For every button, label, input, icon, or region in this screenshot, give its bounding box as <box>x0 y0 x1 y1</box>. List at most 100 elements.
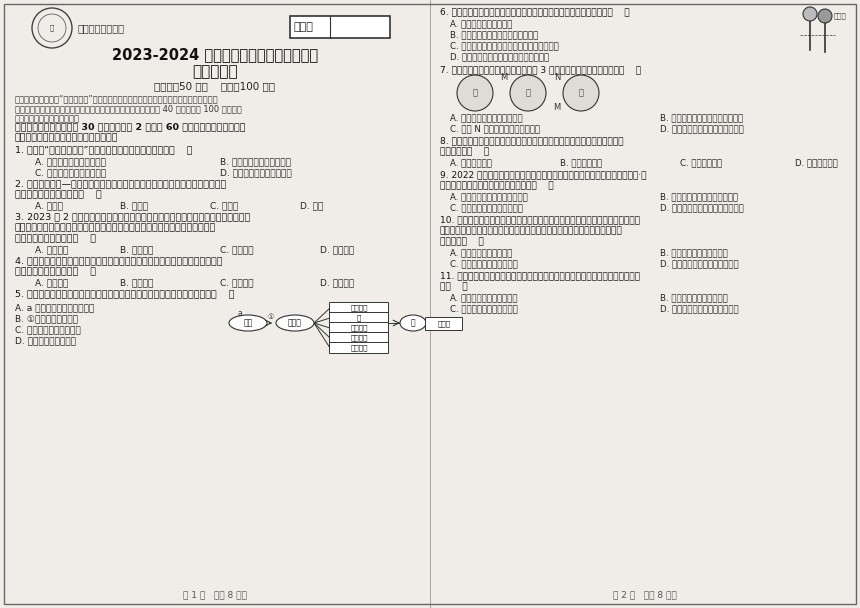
Text: 5. 某同学学习了植物的结构层次后绘制了如下思维导图，下列说法错误的是（    ）: 5. 某同学学习了植物的结构层次后绘制了如下思维导图，下列说法错误的是（ ） <box>15 289 235 299</box>
Text: D. 快频率的呼吸能促进气体交换: D. 快频率的呼吸能促进气体交换 <box>660 305 739 314</box>
Text: 11. 影响肺泡与血液气体交换的因素很多，下列与促进肺泡与血液气体交换无关的: 11. 影响肺泡与血液气体交换的因素很多，下列与促进肺泡与血液气体交换无关的 <box>440 272 640 280</box>
Text: 细胞团: 细胞团 <box>288 319 302 328</box>
Text: 正确答案填写在答题卷上。）: 正确答案填写在答题卷上。） <box>15 114 80 123</box>
Text: B. 细胞生长: B. 细胞生长 <box>120 246 153 255</box>
Text: C. 提高蒸腾作用: C. 提高蒸腾作用 <box>680 159 722 167</box>
Text: N: N <box>554 74 560 83</box>
Text: 营养组织: 营养组织 <box>350 334 368 341</box>
Text: 8. 裂叶山楼比较耐旱的植物，通过观察发现其叶片的气孔分布在下表皮。该: 8. 裂叶山楼比较耐旱的植物，通过观察发现其叶片的气孔分布在下表皮。该 <box>440 137 624 145</box>
Text: M: M <box>501 74 507 83</box>
Text: A. a 代表新生命的起点受精卵: A. a 代表新生命的起点受精卵 <box>15 303 95 313</box>
Text: 错误的是（    ）: 错误的是（ ） <box>440 238 483 246</box>
Text: B. 细胞质: B. 细胞质 <box>120 201 148 210</box>
Text: A. 人类是由森林古猿进化而来的: A. 人类是由森林古猿进化而来的 <box>450 193 528 201</box>
Text: D. 该技术为粮食生产提供新思路: D. 该技术为粮食生产提供新思路 <box>660 260 739 269</box>
Circle shape <box>818 9 832 23</box>
Text: D. 红豆生南国，春来发几枝: D. 红豆生南国，春来发几枝 <box>220 168 292 178</box>
Text: （时间：50 分钟    分値：100 分）: （时间：50 分钟 分値：100 分） <box>155 81 275 91</box>
Text: A. 吸收作用: A. 吸收作用 <box>35 278 68 288</box>
Text: 分生组织: 分生组织 <box>350 325 368 331</box>
Text: 乙: 乙 <box>411 319 415 328</box>
Text: a: a <box>237 308 243 317</box>
Ellipse shape <box>400 315 426 331</box>
Text: 9. 2022 年诺贝尔生理学及医学奖授予了对古人类基因方面进行研究的斯万特·帕: 9. 2022 年诺贝尔生理学及医学奖授予了对古人类基因方面进行研究的斯万特·帕 <box>440 170 647 179</box>
Text: A. 细胞核: A. 细胞核 <box>35 201 63 210</box>
Text: 学: 学 <box>50 25 54 31</box>
Text: B. ①过程是细胞的分裂: B. ①过程是细胞的分裂 <box>15 314 78 323</box>
Text: C. 毛细血管内血流速度很慢: C. 毛细血管内血流速度很慢 <box>450 305 518 314</box>
Text: A. 细胞分裂: A. 细胞分裂 <box>35 246 68 255</box>
Text: C. 呼吸作用: C. 呼吸作用 <box>220 278 254 288</box>
FancyBboxPatch shape <box>329 342 389 353</box>
Text: 进行的生命活动主要是（    ）: 进行的生命活动主要是（ ） <box>15 235 96 243</box>
Text: B. 乒乓球模拟的结构可以发育成种子: B. 乒乓球模拟的结构可以发育成种子 <box>450 30 538 40</box>
Text: 潮南阳光实验学校: 潮南阳光实验学校 <box>78 23 125 33</box>
Text: 一、选择题：（本大题共 30 小题，每小题 2 分，共 60 分，在每小题列出的四个: 一、选择题：（本大题共 30 小题，每小题 2 分，共 60 分，在每小题列出的… <box>15 122 245 131</box>
Text: C. 花粉落到乒乓球模拟的结构上的过程是传粉: C. 花粉落到乒乓球模拟的结构上的过程是传粉 <box>450 41 559 50</box>
FancyBboxPatch shape <box>329 313 389 323</box>
Text: 丙: 丙 <box>579 89 583 97</box>
Text: 6. 小芳利用生活原料制作了花的模型（如下图），下列说法正确的是（    ）: 6. 小芳利用生活原料制作了花的模型（如下图），下列说法正确的是（ ） <box>440 7 630 16</box>
Text: 1. 下列与“植物的向光性”体现出的生物特征相同的诗句是（    ）: 1. 下列与“植物的向光性”体现出的生物特征相同的诗句是（ ） <box>15 145 193 154</box>
Circle shape <box>510 75 546 111</box>
Text: C. 梁上有双燕，翩翩雄与雌: C. 梁上有双燕，翩翩雄与雌 <box>35 168 106 178</box>
Text: 选项中，只有一个选项最符合题意要求）: 选项中，只有一个选项最符合题意要求） <box>15 134 119 142</box>
Text: 3. 2023 年 2 月，《科学》杂志发表论文介绍了中国科学家团队将鹿耳干细胞引入小: 3. 2023 年 2 月，《科学》杂志发表论文介绍了中国科学家团队将鹿耳干细胞… <box>15 213 250 221</box>
Text: 2023-2024 学年度第二学期期中考试试卷: 2023-2024 学年度第二学期期中考试试卷 <box>112 47 318 63</box>
Circle shape <box>803 7 817 21</box>
Text: A. 降低蒸腾作用: A. 降低蒸腾作用 <box>450 159 492 167</box>
FancyBboxPatch shape <box>290 16 390 38</box>
Text: 酵母，以玉米秸秆（主要成分是纤维素）为原料合成淠粉和蛋白质。下列叙述: 酵母，以玉米秸秆（主要成分是纤维素）为原料合成淠粉和蛋白质。下列叙述 <box>440 227 623 235</box>
Text: C. 产生 N 主要是因为取样操作不当: C. 产生 N 主要是因为取样操作不当 <box>450 125 540 134</box>
Text: C. 淠粉和蛋白质都可以供能: C. 淠粉和蛋白质都可以供能 <box>450 260 518 269</box>
Text: 植物体: 植物体 <box>438 320 451 327</box>
Text: C. 人类发达使古猿会使用工具: C. 人类发达使古猿会使用工具 <box>450 204 523 213</box>
Text: A. 酵母菌能进行光合作用: A. 酵母菌能进行光合作用 <box>450 249 513 258</box>
Text: B. 鄄禾日当午，汗滴禾下土: B. 鄄禾日当午，汗滴禾下土 <box>220 157 291 167</box>
Text: D. 蒸腾作用: D. 蒸腾作用 <box>320 278 354 288</box>
Text: 机械组织: 机械组织 <box>350 345 368 351</box>
FancyBboxPatch shape <box>426 317 463 331</box>
Text: D. 与人类亲缘关系最近的是黑猚猚: D. 与人类亲缘关系最近的是黑猚猚 <box>660 204 744 213</box>
Text: 是（    ）: 是（ ） <box>440 283 468 291</box>
Text: D. 提高光合作用: D. 提高光合作用 <box>795 159 838 167</box>
Text: 的物质存储在薯茎细胞的（    ）: 的物质存储在薯茎细胞的（ ） <box>15 190 101 199</box>
Text: 保护组织: 保护组织 <box>350 305 368 311</box>
Text: 博，下列关于人类起源的说法错误的是（    ）: 博，下列关于人类起源的说法错误的是（ ） <box>440 182 554 190</box>
Text: B. 从乙到丙需将玻片向左上方移动: B. 从乙到丙需将玻片向左上方移动 <box>660 114 743 122</box>
Text: A. 毛细血管缠绕在肺泡壁上: A. 毛细血管缠绕在肺泡壁上 <box>450 294 518 303</box>
Text: D. 液泡: D. 液泡 <box>300 201 323 210</box>
Text: 第 2 页   （共 8 页）: 第 2 页 （共 8 页） <box>613 590 677 599</box>
Text: M: M <box>553 103 561 112</box>
Text: ①: ① <box>267 314 274 320</box>
Text: 甲: 甲 <box>357 315 361 321</box>
Text: 细胞: 细胞 <box>243 319 253 328</box>
Text: 第 1 页   （共 8 页）: 第 1 页 （共 8 页） <box>183 590 247 599</box>
Text: 座位号: 座位号 <box>294 22 314 32</box>
Text: 4. 合理密植有利于提高粮食产量。从作物自然生长的角度分析，合理密植的科学: 4. 合理密植有利于提高粮食产量。从作物自然生长的角度分析，合理密植的科学 <box>15 257 223 266</box>
Text: 甲: 甲 <box>472 89 477 97</box>
Text: B. 化石是研究进化最有利的证据: B. 化石是研究进化最有利的证据 <box>660 193 738 201</box>
Text: A. 从甲到乙需调节细准焦螺旋: A. 从甲到乙需调节细准焦螺旋 <box>450 114 523 122</box>
Text: 10. 合成生物学是当前生物学领域的研究热点之一，我国科学家利用经基因改造的: 10. 合成生物学是当前生物学领域的研究热点之一，我国科学家利用经基因改造的 <box>440 215 640 224</box>
Text: （温馨提示：有道是“万事开头难”，好的开端往往是成功的一半，在这里，老师真诚地提醒: （温馨提示：有道是“万事开头难”，好的开端往往是成功的一半，在这里，老师真诚地提… <box>15 94 218 103</box>
Text: B. 毛细血管与肺泡壁都很薄: B. 毛细血管与肺泡壁都很薄 <box>660 294 728 303</box>
Circle shape <box>457 75 493 111</box>
Text: D. 细胞衰老: D. 细胞衰老 <box>320 246 354 255</box>
Text: 7. 下图是用显微镜观察人口腔上皮细胞 3 个视野，下列叙述不正确的是（    ）: 7. 下图是用显微镜观察人口腔上皮细胞 3 个视野，下列叙述不正确的是（ ） <box>440 66 641 75</box>
Text: C. 细胞膜: C. 细胞膜 <box>210 201 238 210</box>
Text: D. 花生米和细铁丝构成的结构组成了子房: D. 花生米和细铁丝构成的结构组成了子房 <box>450 52 550 61</box>
FancyBboxPatch shape <box>329 303 389 314</box>
Text: 你：请你认真审题、认真答题，书写要认工整、规范。考试时间为 40 分钟，满分 100 分。请将: 你：请你认真审题、认真答题，书写要认工整、规范。考试时间为 40 分钟，满分 1… <box>15 105 242 114</box>
Ellipse shape <box>229 315 267 331</box>
Ellipse shape <box>276 315 314 331</box>
Text: B. 光合作用: B. 光合作用 <box>120 278 153 288</box>
Text: C. 细胞分化: C. 细胞分化 <box>220 246 254 255</box>
FancyBboxPatch shape <box>329 322 389 334</box>
Text: B. 人体无法消化吸收纤维素: B. 人体无法消化吸收纤维素 <box>660 249 728 258</box>
Text: 八年级生物: 八年级生物 <box>192 64 238 80</box>
Text: 道理是有利于作物进行（    ）: 道理是有利于作物进行（ ） <box>15 268 96 277</box>
Text: 鼠头部，这些干细胞成功地在小鼠头盖上形成鹿角样的骨骼组织。完成该过程所: 鼠头部，这些干细胞成功地在小鼠头盖上形成鹿角样的骨骼组织。完成该过程所 <box>15 224 216 232</box>
Text: D. 乙代表的是系统层次: D. 乙代表的是系统层次 <box>15 336 76 345</box>
Text: 乙: 乙 <box>525 89 531 97</box>
